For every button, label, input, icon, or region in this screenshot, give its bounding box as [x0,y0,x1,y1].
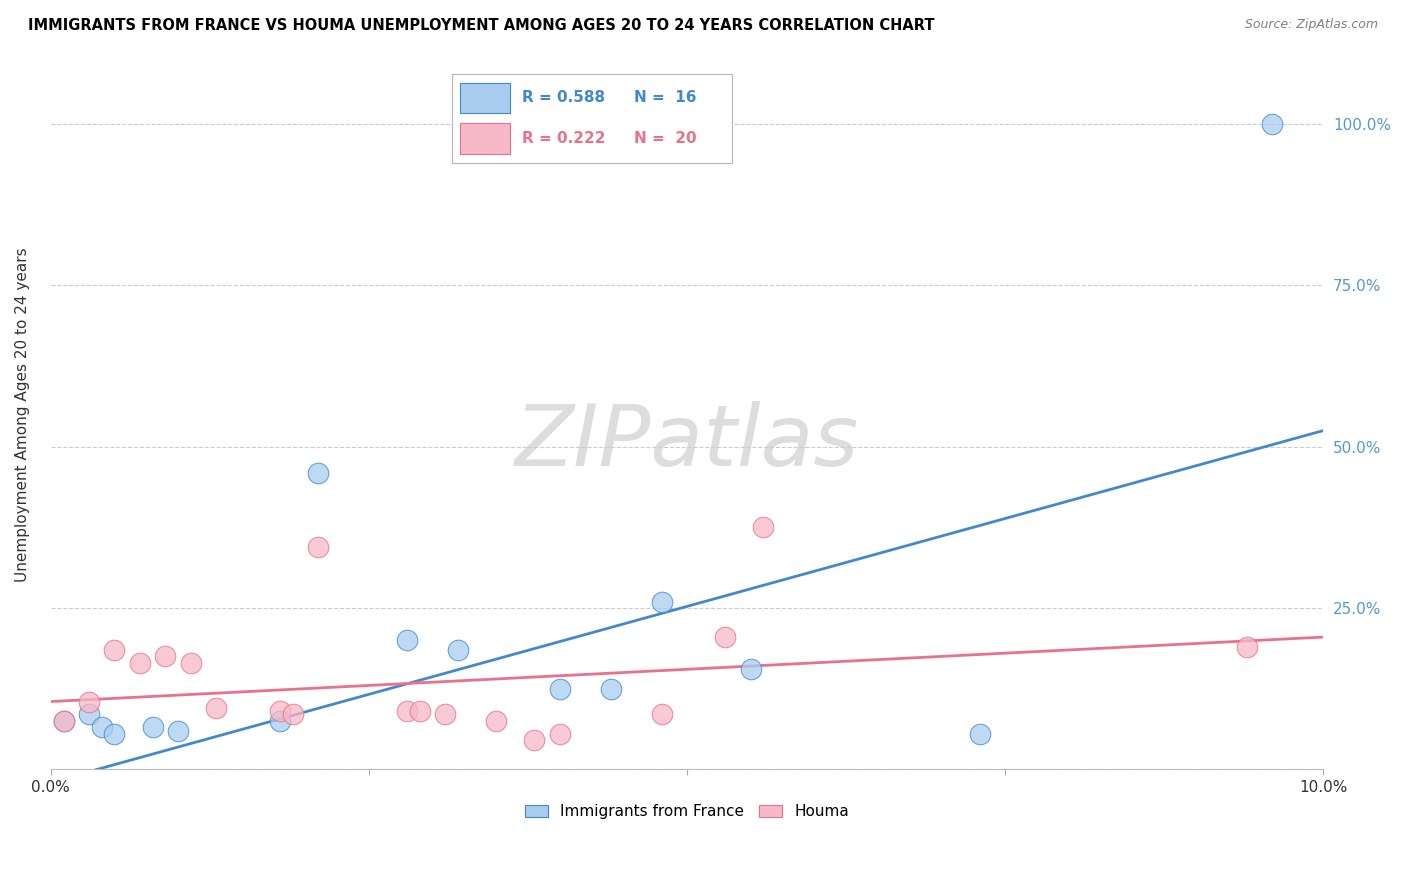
Point [269,704,291,718]
Legend: Immigrants from France, Houma: Immigrants from France, Houma [519,798,855,825]
Point [77,695,100,709]
Point [396,633,419,648]
Point [155,649,177,664]
Point [599,681,621,696]
Point [409,704,432,718]
Point [77,707,100,722]
Point [103,643,125,657]
Y-axis label: Unemployment Among Ages 20 to 24 years: Unemployment Among Ages 20 to 24 years [15,247,30,582]
Point [1261,117,1284,131]
Point [103,727,125,741]
Point [434,707,457,722]
Point [1236,640,1258,654]
Point [523,733,546,747]
Point [52,714,75,728]
Point [142,720,165,734]
Point [548,681,571,696]
Point [651,707,673,722]
Point [548,727,571,741]
Point [396,704,419,718]
Text: Source: ZipAtlas.com: Source: ZipAtlas.com [1244,18,1378,31]
Point [129,656,152,670]
Point [269,714,291,728]
Text: IMMIGRANTS FROM FRANCE VS HOUMA UNEMPLOYMENT AMONG AGES 20 TO 24 YEARS CORRELATI: IMMIGRANTS FROM FRANCE VS HOUMA UNEMPLOY… [28,18,935,33]
Point [52,714,75,728]
Point [752,520,775,534]
Point [307,540,329,554]
Point [447,643,470,657]
Point [205,701,228,715]
Point [281,707,304,722]
Point [651,594,673,608]
Point [485,714,508,728]
Point [740,662,762,676]
Point [180,656,202,670]
Point [714,630,737,644]
Point [307,466,329,480]
Point [167,723,190,738]
Point [969,727,991,741]
Point [90,720,112,734]
Text: ZIPatlas: ZIPatlas [515,401,859,484]
